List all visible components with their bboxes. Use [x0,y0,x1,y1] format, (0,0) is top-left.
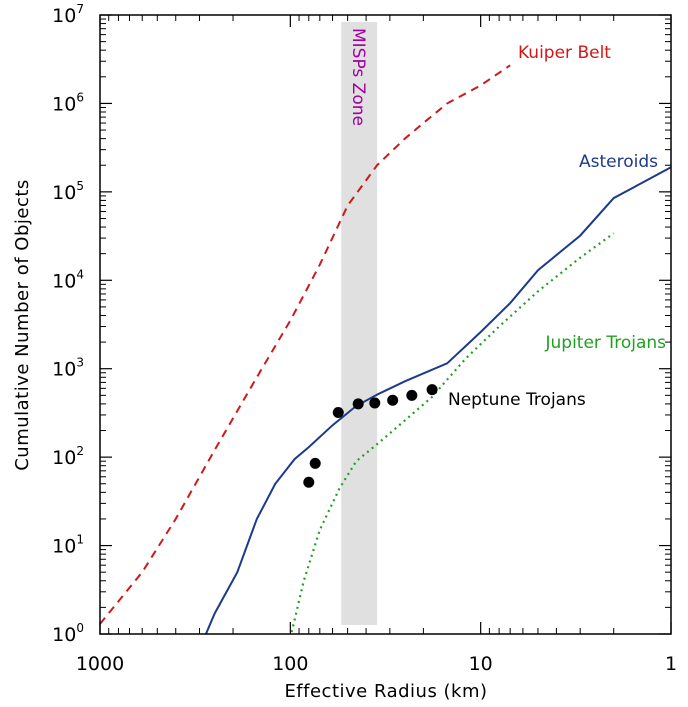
y-tick-exponent: 5 [76,179,84,193]
y-tick-exponent: 7 [76,2,84,16]
y-tick-label: 102 [52,444,84,469]
neptune-trojans-point [426,384,438,396]
x-tick-label: 100 [272,653,308,675]
y-tick-base: 10 [52,359,76,381]
y-tick-base: 10 [52,624,76,646]
x-tick-label: 10 [469,653,493,675]
y-tick-label: 100 [52,621,84,646]
neptune-trojans-point [387,394,399,406]
plot-border [99,14,672,635]
y-tick-label: 105 [52,179,84,204]
y-tick-exponent: 1 [76,533,84,547]
y-axis-title: Cumulative Number of Objects [12,179,33,471]
kuiper-belt-line [100,64,511,625]
y-tick-exponent: 0 [76,621,84,635]
neptune-trojans-markers [303,384,438,488]
neptune-trojans-point [303,476,315,488]
neptune-trojans-point [352,398,364,410]
neptune-trojans-point [332,406,344,418]
asteroids-line [204,166,671,634]
x-axis-title: Effective Radius (km) [284,681,487,702]
jupiter-trojans-label: Jupiter Trojans [545,333,667,353]
annotations: Kuiper Belt Asteroids Jupiter Trojans Neptu… [348,28,666,410]
y-tick-exponent: 2 [76,444,84,458]
y-tick-label: 106 [52,90,84,115]
y-tick-label: 103 [52,356,84,381]
misps-zone-label: MISPs Zone [348,28,368,126]
y-tick-base: 10 [52,5,76,27]
asteroids-label: Asteroids [579,152,658,172]
neptune-trojans-point [406,389,418,401]
neptune-trojans-label: Neptune Trojans [448,390,586,410]
misps-zone-band [341,22,378,625]
y-tick-label: 101 [52,533,84,558]
y-tick-label: 104 [52,267,84,292]
y-tick-exponent: 6 [76,90,84,104]
y-tick-base: 10 [52,536,76,558]
y-tick-exponent: 3 [76,356,84,370]
kuiper-belt-label: Kuiper Belt [518,43,611,63]
neptune-trojans-point [369,397,381,409]
y-tick-exponent: 4 [76,267,84,281]
y-tick-base: 10 [52,93,76,115]
x-tick-label: 1000 [76,653,124,675]
y-tick-label: 107 [52,2,84,27]
plot-frame [99,14,672,635]
jupiter-trojans-line [290,232,615,634]
misps-zone-layer [341,22,378,625]
neptune-trojans-point [309,457,321,469]
series-layer [100,64,671,634]
y-tick-base: 10 [52,182,76,204]
x-tick-label: 1 [665,653,677,675]
y-tick-base: 10 [52,447,76,469]
y-tick-base: 10 [52,270,76,292]
